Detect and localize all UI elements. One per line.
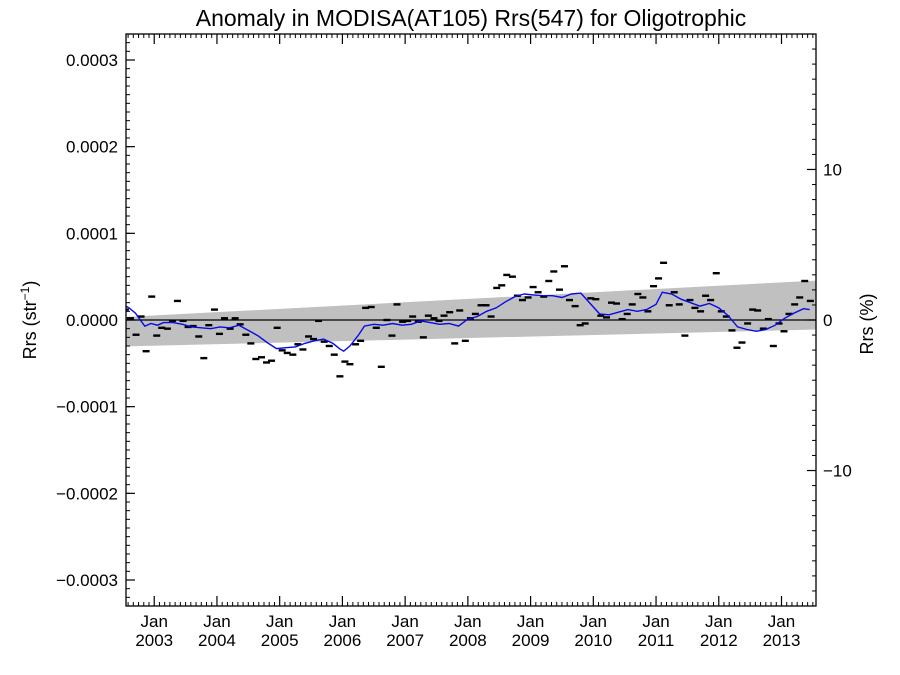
right-y-tick-label: −10 <box>823 462 852 481</box>
x-tick-month-label: Jan <box>266 612 293 631</box>
left-y-tick-label: 0.0003 <box>66 51 118 70</box>
left-y-tick-label: −0.0003 <box>56 571 118 590</box>
x-tick-year-label: 2013 <box>763 631 801 650</box>
left-y-tick-label: 0.0000 <box>66 311 118 330</box>
x-tick-month-label: Jan <box>141 612 168 631</box>
trend-band-layer <box>126 280 816 347</box>
anomaly-marks-layer <box>126 261 814 378</box>
running-mean-layer <box>126 291 810 353</box>
running-mean-line <box>126 291 810 353</box>
x-tick-month-label: Jan <box>580 612 607 631</box>
x-tick-month-label: Jan <box>329 612 356 631</box>
x-tick-year-label: 2011 <box>638 631 675 650</box>
x-tick-month-label: Jan <box>768 612 795 631</box>
right-y-tick-label: 0 <box>823 311 832 330</box>
x-tick-month-label: Jan <box>642 612 669 631</box>
x-tick-year-label: 2008 <box>449 631 487 650</box>
x-tick-year-label: 2007 <box>386 631 424 650</box>
x-tick-month-label: Jan <box>391 612 418 631</box>
right-y-axis: 10 0 −10 <box>807 48 852 592</box>
x-tick-year-label: 2009 <box>512 631 550 650</box>
left-y-tick-label: 0.0002 <box>66 138 118 157</box>
x-tick-year-label: 2010 <box>574 631 612 650</box>
x-tick-month-label: Jan <box>705 612 732 631</box>
x-tick-month-label: Jan <box>517 612 544 631</box>
left-y-axis: 0.0003 0.0002 0.0001 0.0000 −0.0001 −0.0002 −0… <box>56 42 135 598</box>
x-tick-year-label: 2012 <box>700 631 738 650</box>
y-axis-label-right: Rrs (%) <box>857 294 877 355</box>
right-y-tick-label: 10 <box>823 160 842 179</box>
x-tick-month-label: Jan <box>203 612 230 631</box>
x-tick-month-label: Jan <box>454 612 481 631</box>
x-tick-year-label: 2003 <box>135 631 173 650</box>
left-y-tick-label: −0.0001 <box>56 398 118 417</box>
x-tick-year-label: 2006 <box>323 631 361 650</box>
left-y-tick-label: 0.0001 <box>66 224 118 243</box>
y-axis-label-left: Rrs (str−1) <box>18 281 40 360</box>
left-y-tick-label: −0.0002 <box>56 484 118 503</box>
trend-band <box>126 280 816 347</box>
x-tick-year-label: 2004 <box>198 631 236 650</box>
x-tick-year-label: 2005 <box>261 631 299 650</box>
chart-title: Anomaly in MODISA(AT105) Rrs(547) for Ol… <box>196 5 746 31</box>
x-axis: Jan2003Jan2004Jan2005Jan2006Jan2007Jan20… <box>127 34 814 650</box>
